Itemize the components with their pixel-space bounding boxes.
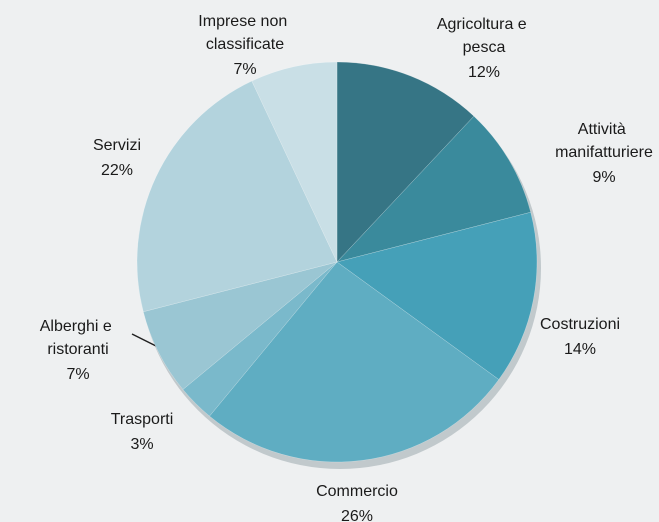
- slice-value-label: 22%: [101, 162, 133, 179]
- slice-label: Commercio: [316, 483, 398, 500]
- label-line: Costruzioni: [540, 316, 620, 333]
- slice-label: Trasporti: [111, 411, 174, 428]
- pie-slice: [251, 61, 338, 263]
- slice-value-label: 7%: [66, 366, 89, 383]
- pie-slice: [336, 211, 538, 380]
- leader-line: [131, 333, 157, 347]
- pie-slice: [142, 261, 338, 390]
- label-line: Attività: [578, 121, 630, 138]
- slice-label: Costruzioni: [540, 316, 620, 333]
- pie-slice: [136, 80, 338, 313]
- label-line: Alberghi e: [40, 318, 117, 335]
- label-line: classificate: [206, 36, 284, 53]
- slice-value-label: 7%: [233, 61, 256, 78]
- slice-value-label: 14%: [564, 341, 596, 358]
- slice-label: Attività manifatturiere: [555, 121, 653, 161]
- slice-value-label: 3%: [130, 436, 153, 453]
- pie-slice: [209, 261, 500, 463]
- label-line: Commercio: [316, 483, 398, 500]
- label-line: ristoranti: [47, 341, 108, 358]
- pie-slice: [336, 61, 475, 263]
- label-line: manifatturiere: [555, 144, 653, 161]
- slice-label: Agricoltura e pesca: [437, 16, 531, 56]
- label-line: Agricoltura e: [437, 16, 531, 33]
- slice-label: Imprese non classificate: [198, 13, 291, 53]
- label-line: Servizi: [93, 137, 141, 154]
- pie-slice: [182, 261, 338, 417]
- slice-label: Servizi: [93, 137, 141, 154]
- label-line: Trasporti: [111, 411, 174, 428]
- pie-slice: [336, 115, 532, 263]
- slice-value-label: 9%: [592, 169, 615, 186]
- slice-value-label: 12%: [468, 64, 500, 81]
- slice-value-label: 26%: [341, 508, 373, 522]
- label-line: pesca: [463, 39, 506, 56]
- slice-label: Alberghi e ristoranti: [40, 318, 117, 358]
- label-line: Imprese non: [198, 13, 291, 30]
